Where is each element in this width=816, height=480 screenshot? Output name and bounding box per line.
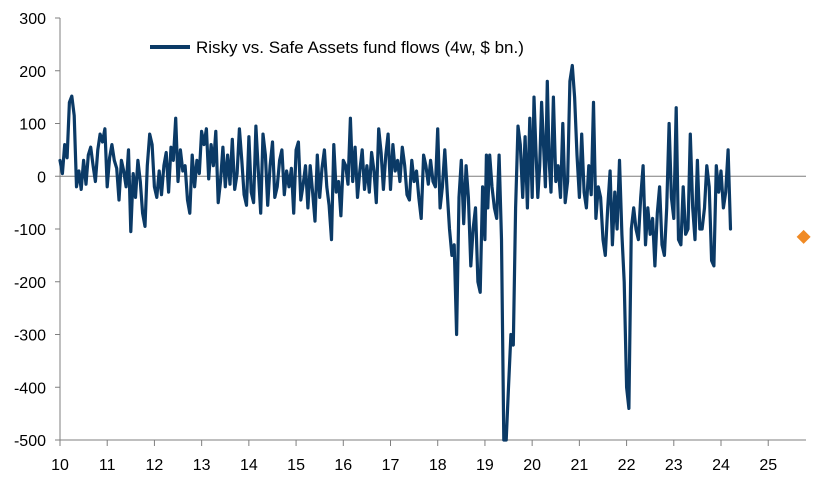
x-tick-label: 13: [193, 457, 211, 474]
x-tick-label: 25: [759, 457, 777, 474]
y-tick-label: -400: [14, 380, 46, 397]
x-tick-label: 14: [240, 457, 258, 474]
x-axis: 10 11 12 13 14 15 16 17 18 19 20 21 22 23 24 25: [51, 439, 806, 474]
series-layer: [58, 63, 811, 442]
x-tick-label: 22: [618, 457, 636, 474]
x-tick-label: 23: [665, 457, 683, 474]
legend-label: Risky vs. Safe Assets fund flows (4w, $ …: [196, 38, 524, 57]
legend: Risky vs. Safe Assets fund flows (4w, $ …: [150, 38, 524, 57]
y-tick-label: 0: [37, 169, 46, 186]
y-tick-label: 200: [19, 64, 46, 81]
x-tick-label: 20: [523, 457, 541, 474]
y-tick-label: -500: [14, 433, 46, 450]
x-tick-label: 11: [99, 457, 116, 474]
y-tick-label: -200: [14, 275, 46, 292]
x-tick-label: 12: [146, 457, 164, 474]
x-tick-label: 15: [287, 457, 305, 474]
y-tick-label: -300: [14, 328, 46, 345]
y-tick-label: 300: [19, 11, 46, 28]
series-line: [58, 63, 733, 442]
x-tick-label: 21: [570, 457, 588, 474]
x-tick-label: 16: [334, 457, 352, 474]
latest-value-marker: [796, 229, 811, 244]
x-tick-label: 18: [429, 457, 447, 474]
x-tick-label: 10: [51, 457, 69, 474]
x-tick-label: 24: [712, 457, 730, 474]
y-tick-label: -100: [14, 222, 46, 239]
y-tick-label: 100: [19, 117, 46, 134]
x-tick-label: 17: [382, 457, 400, 474]
x-tick-label: 19: [476, 457, 494, 474]
